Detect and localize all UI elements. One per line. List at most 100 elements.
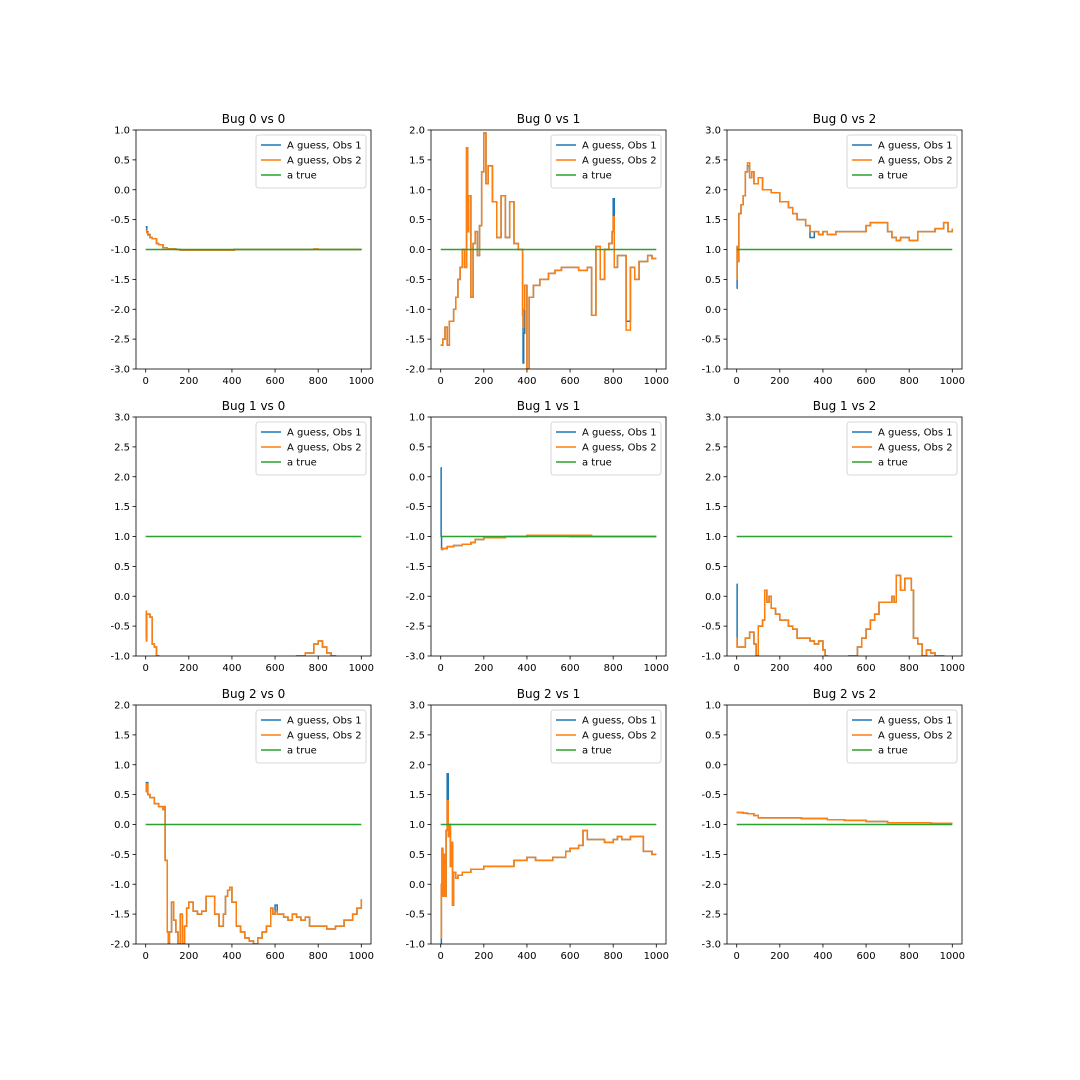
- y-tick-label: 1.5: [114, 730, 130, 741]
- x-tick-label: 400: [222, 951, 241, 962]
- x-tick-label: 0: [143, 663, 149, 674]
- y-tick-label: -0.5: [701, 790, 721, 801]
- y-tick-label: 0.0: [409, 472, 425, 483]
- x-tick-label: 0: [143, 376, 149, 387]
- series-group: [440, 772, 657, 944]
- y-tick-label: 2.0: [409, 760, 425, 771]
- subplot-title: Bug 1 vs 2: [813, 399, 877, 413]
- y-tick-label: 0.5: [114, 562, 130, 573]
- legend: A guess, Obs 1 A guess, Obs 2 a true: [846, 134, 958, 189]
- y-tick-label: 1.5: [409, 155, 425, 166]
- subplot-title: Bug 1 vs 0: [222, 399, 286, 413]
- legend-frame: [550, 421, 662, 476]
- y-tick-label: 3.0: [705, 413, 721, 424]
- x-tick-label: 1000: [644, 951, 669, 962]
- x-tick-label: 400: [222, 376, 241, 387]
- subplot-title: Bug 2 vs 1: [517, 687, 581, 701]
- x-tick-label: 600: [561, 663, 580, 674]
- x-tick-label: 600: [857, 663, 876, 674]
- y-tick-label: -0.5: [110, 622, 130, 633]
- y-tick-label: -0.5: [701, 622, 721, 633]
- legend-label: a true: [287, 746, 317, 757]
- series-line-a-guess-obs-2: [736, 811, 953, 825]
- y-tick-label: 1.0: [114, 760, 130, 771]
- y-tick-label: -1.0: [405, 305, 425, 316]
- legend-frame: [550, 134, 662, 189]
- y-tick-label: 2.0: [409, 126, 425, 137]
- series-group: [145, 226, 363, 251]
- x-tick-label: 600: [857, 951, 876, 962]
- series-group: [440, 132, 657, 369]
- series-group: [736, 162, 954, 290]
- subplot-4: Bug 1 vs 1 0 200 400 600 800 1000 -3.0 -2.5 -2.0 -…: [405, 399, 669, 674]
- x-tick-label: 1000: [349, 376, 374, 387]
- legend-label: A guess, Obs 2: [287, 731, 362, 742]
- y-tick-label: 0.0: [114, 592, 130, 603]
- y-tick-label: -1.5: [110, 910, 130, 921]
- y-tick-label: -2.5: [110, 335, 130, 346]
- series-group: [736, 811, 953, 826]
- series-group: [440, 467, 657, 551]
- y-tick-label: 2.0: [114, 701, 130, 712]
- series-line-a-guess-obs-2: [736, 574, 945, 656]
- subplot-title: Bug 1 vs 1: [517, 399, 581, 413]
- x-tick-label: 800: [309, 376, 328, 387]
- legend-label: a true: [287, 458, 317, 469]
- legend-label: A guess, Obs 1: [878, 428, 953, 439]
- subplot-title: Bug 0 vs 1: [517, 112, 581, 126]
- y-tick-label: -0.5: [110, 215, 130, 226]
- y-tick-label: 1.0: [409, 820, 425, 831]
- legend-label: a true: [878, 746, 908, 757]
- y-tick-label: -1.0: [701, 365, 721, 376]
- x-tick-label: 1000: [349, 951, 374, 962]
- y-tick-label: -0.5: [405, 910, 425, 921]
- legend-label: A guess, Obs 2: [878, 443, 953, 454]
- y-tick-label: 0.5: [409, 215, 425, 226]
- y-tick-label: -1.0: [110, 652, 130, 663]
- y-tick-label: -0.5: [405, 275, 425, 286]
- axes-frame: [726, 416, 963, 657]
- y-tick-label: 0.0: [114, 185, 130, 196]
- legend-frame: [846, 709, 958, 764]
- legend-label: a true: [582, 458, 612, 469]
- legend-label: A guess, Obs 1: [582, 428, 657, 439]
- x-tick-label: 600: [857, 376, 876, 387]
- legend: A guess, Obs 1 A guess, Obs 2 a true: [550, 134, 662, 189]
- y-tick-label: 2.5: [705, 155, 721, 166]
- series-group: [736, 535, 953, 656]
- series-line-a-guess-obs-2: [145, 610, 337, 656]
- legend: A guess, Obs 1 A guess, Obs 2 a true: [846, 709, 958, 764]
- subplot-title: Bug 2 vs 0: [222, 687, 286, 701]
- y-tick-label: -1.0: [405, 940, 425, 951]
- y-tick-label: 0.5: [705, 275, 721, 286]
- y-tick-label: 2.5: [114, 442, 130, 453]
- legend-label: A guess, Obs 2: [582, 443, 657, 454]
- y-tick-label: -0.5: [701, 335, 721, 346]
- subplot-3: Bug 1 vs 0 0 200 400 600 800 1000 -1.0 -0.5 0.0 0.…: [110, 399, 374, 674]
- x-tick-label: 0: [438, 951, 444, 962]
- subplot-6: Bug 2 vs 0 0 200 400 600 800 1000 -2.0 -1.5 -1.0 -…: [110, 687, 374, 962]
- y-tick-label: -2.0: [701, 880, 721, 891]
- x-tick-label: 600: [266, 951, 285, 962]
- x-tick-label: 0: [734, 951, 740, 962]
- legend-label: A guess, Obs 2: [878, 156, 953, 167]
- y-tick-label: -2.5: [701, 910, 721, 921]
- y-tick-label: 0.5: [409, 442, 425, 453]
- axes-frame: [726, 704, 963, 945]
- x-tick-label: 400: [222, 663, 241, 674]
- axes-frame: [135, 129, 372, 370]
- axes-frame: [430, 416, 667, 657]
- x-tick-label: 800: [604, 663, 623, 674]
- legend-frame: [255, 709, 367, 764]
- subplot-title: Bug 0 vs 2: [813, 112, 877, 126]
- y-tick-label: -2.5: [405, 622, 425, 633]
- legend-frame: [846, 421, 958, 476]
- y-tick-label: -1.5: [405, 335, 425, 346]
- legend-frame: [255, 421, 367, 476]
- legend: A guess, Obs 1 A guess, Obs 2 a true: [846, 421, 958, 476]
- y-tick-label: -0.5: [405, 502, 425, 513]
- subplot-0: Bug 0 vs 0 0 200 400 600 800 1000 -3.0 -2.5 -2.0 -…: [110, 112, 374, 387]
- x-tick-label: 400: [813, 376, 832, 387]
- legend-label: A guess, Obs 2: [582, 156, 657, 167]
